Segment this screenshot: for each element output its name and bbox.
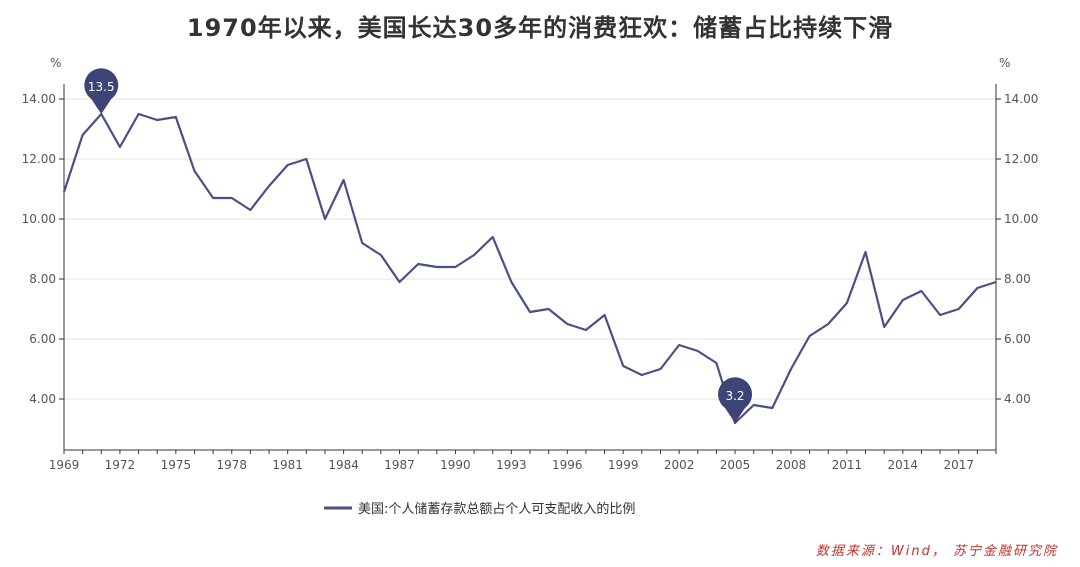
x-tick-label: 1990 [440, 458, 471, 472]
x-tick-label: 1978 [216, 458, 247, 472]
x-tick-label: 1984 [328, 458, 359, 472]
x-tick-label: 1981 [272, 458, 303, 472]
x-tick-label: 1993 [496, 458, 527, 472]
y-tick-label-left: 10.00 [22, 212, 56, 226]
y-tick-label-left: 12.00 [22, 152, 56, 166]
annotation-pin: 13.5 [84, 68, 119, 114]
y-tick-label-left: 14.00 [22, 92, 56, 106]
x-tick-label: 2011 [832, 458, 863, 472]
y-tick-label-right: 6.00 [1004, 332, 1031, 346]
x-tick-label: 2017 [943, 458, 974, 472]
x-tick-label: 2014 [888, 458, 919, 472]
x-tick-label: 1996 [552, 458, 583, 472]
y-axis-left-ticks: 4.00 6.00 8.00 10.00 12.00 14.00 [22, 92, 64, 406]
x-tick-label: 1987 [384, 458, 415, 472]
legend-label: 美国:个人储蓄存款总额占个人可支配收入的比例 [358, 501, 635, 517]
axes [63, 84, 997, 451]
series-line [62, 112, 997, 425]
x-tick-label: 1969 [49, 458, 80, 472]
x-tick-label: 2008 [776, 458, 807, 472]
x-tick-label: 1975 [161, 458, 192, 472]
source-note: 数据来源：Wind， 苏宁金融研究院 [815, 544, 1058, 559]
y-tick-label-right: 8.00 [1004, 272, 1031, 286]
pin-marker [718, 377, 753, 423]
y-tick-label-left: 8.00 [29, 272, 56, 286]
x-tick-label: 1999 [608, 458, 639, 472]
pin-label: 13.5 [88, 80, 115, 94]
y-tick-label-right: 14.00 [1004, 92, 1038, 106]
x-tick-label: 2005 [720, 458, 751, 472]
pin-label: 3.2 [725, 389, 744, 403]
x-tick-label: 2002 [664, 458, 695, 472]
y-axis-right-ticks: 4.00 6.00 8.00 10.00 12.00 14.00 [996, 92, 1038, 406]
y-axis-left-label: % [50, 56, 61, 70]
y-axis-right-label: % [999, 56, 1010, 70]
y-tick-label-right: 10.00 [1004, 212, 1038, 226]
y-tick-label-left: 6.00 [29, 332, 56, 346]
gridlines [64, 98, 996, 400]
y-tick-label-left: 4.00 [29, 392, 56, 406]
legend[interactable]: 美国:个人储蓄存款总额占个人可支配收入的比例 [324, 501, 635, 517]
y-tick-label-right: 12.00 [1004, 152, 1038, 166]
x-axis-ticks: 1969 1972 1975 1978 1981 1984 1987 1990 1993 1996… [49, 450, 997, 472]
pin-marker [84, 68, 119, 114]
chart-title: 1970年以来，美国长达30多年的消费狂欢：储蓄占比持续下滑 [186, 14, 894, 42]
annotation-pin: 3.2 [718, 377, 753, 423]
y-tick-label-right: 4.00 [1004, 392, 1031, 406]
x-tick-label: 1972 [105, 458, 136, 472]
data-annotations: 13.5 3.2 [84, 68, 753, 423]
